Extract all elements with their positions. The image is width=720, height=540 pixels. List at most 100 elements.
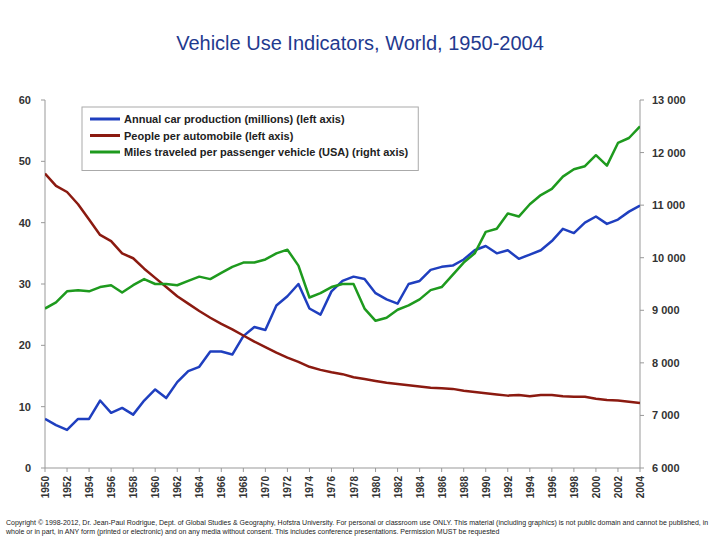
x-tick <box>155 468 156 472</box>
y2-tick-label: 6 000 <box>652 462 680 474</box>
y2-tick-label: 13 000 <box>652 94 686 106</box>
y2-tick <box>640 468 644 469</box>
x-tick <box>617 468 618 472</box>
x-tick-label: 1982 <box>393 476 404 499</box>
x-tick-label: 1980 <box>371 476 382 499</box>
x-tick-label: 1994 <box>525 476 536 499</box>
x-tick <box>177 468 178 472</box>
x-tick-label: 1958 <box>128 476 139 499</box>
y-tick-label: 30 <box>19 278 31 290</box>
legend-swatch <box>90 134 120 137</box>
x-axis-line <box>45 468 640 469</box>
x-tick <box>287 468 288 472</box>
x-tick-label: 2000 <box>591 476 602 499</box>
x-tick <box>331 468 332 472</box>
x-tick <box>463 468 464 472</box>
y2-tick-label: 7 000 <box>652 409 680 421</box>
y-tick <box>41 468 45 469</box>
x-tick <box>243 468 244 472</box>
x-tick-label: 2002 <box>613 476 624 499</box>
x-tick <box>485 468 486 472</box>
x-tick-label: 1990 <box>481 476 492 499</box>
x-tick-label: 1974 <box>304 476 315 499</box>
legend: Annual car production (millions) (left a… <box>82 107 418 171</box>
x-tick <box>111 468 112 472</box>
chart-title: Vehicle Use Indicators, World, 1950-2004 <box>176 32 544 54</box>
chart-page: Vehicle Use Indicators, World, 1950-2004… <box>0 0 720 540</box>
y2-tick <box>640 310 644 311</box>
x-tick <box>375 468 376 472</box>
x-tick <box>309 468 310 472</box>
footnote: Copyright © 1998-2012, Dr. Jean-Paul Rod… <box>6 518 714 536</box>
x-tick-label: 1978 <box>349 476 360 499</box>
x-tick-label: 1966 <box>216 476 227 499</box>
legend-label: Annual car production (millions) (left a… <box>124 113 345 125</box>
x-tick-label: 1986 <box>437 476 448 499</box>
x-tick <box>265 468 266 472</box>
y-tick-label: 20 <box>19 339 31 351</box>
x-tick <box>595 468 596 472</box>
series-line <box>45 174 640 403</box>
x-tick-label: 1998 <box>569 476 580 499</box>
series-line <box>45 205 640 429</box>
x-tick <box>397 468 398 472</box>
y2-tick-label: 11 000 <box>652 199 685 211</box>
x-tick <box>221 468 222 472</box>
x-tick-label: 1960 <box>150 476 161 499</box>
y2-tick <box>640 257 644 258</box>
x-tick <box>199 468 200 472</box>
legend-label: Miles traveled per passenger vehicle (US… <box>124 146 409 158</box>
y2-tick <box>640 415 644 416</box>
y2-tick-label: 10 000 <box>652 252 686 264</box>
x-tick-label: 2004 <box>635 476 646 499</box>
x-tick-label: 1962 <box>172 476 183 499</box>
y2-tick <box>640 152 644 153</box>
x-tick <box>67 468 68 472</box>
x-tick-label: 1976 <box>326 476 337 499</box>
legend-box <box>82 107 418 171</box>
x-tick-label: 1956 <box>106 476 117 499</box>
legend-label: People per automobile (left axis) <box>124 130 294 142</box>
x-tick-label: 1954 <box>84 476 95 499</box>
y-tick <box>41 161 45 162</box>
y2-tick <box>640 205 644 206</box>
x-tick-label: 1950 <box>40 476 51 499</box>
x-tick <box>573 468 574 472</box>
y2-tick <box>640 362 644 363</box>
y2-tick-label: 9 000 <box>652 304 680 316</box>
x-tick-label: 1968 <box>238 476 249 499</box>
y-tick <box>41 284 45 285</box>
y2-axis-line <box>640 100 641 468</box>
plot-area <box>45 126 640 430</box>
x-tick-label: 1988 <box>459 476 470 499</box>
legend-swatch <box>90 118 120 121</box>
y-tick-label: 10 <box>19 401 31 413</box>
x-tick <box>133 468 134 472</box>
x-tick <box>419 468 420 472</box>
x-tick <box>89 468 90 472</box>
y-tick <box>41 222 45 223</box>
x-tick <box>640 468 641 472</box>
x-tick <box>441 468 442 472</box>
y-tick-label: 0 <box>25 462 31 474</box>
x-tick-label: 1964 <box>194 476 205 499</box>
x-tick-label: 1952 <box>62 476 73 499</box>
x-tick <box>507 468 508 472</box>
series-line <box>45 126 640 320</box>
x-tick-label: 1996 <box>547 476 558 499</box>
legend-swatch <box>90 151 120 154</box>
x-tick <box>45 468 46 472</box>
y-tick <box>41 100 45 101</box>
x-tick-label: 1970 <box>260 476 271 499</box>
x-tick-label: 1972 <box>282 476 293 499</box>
x-tick <box>353 468 354 472</box>
y2-tick-label: 12 000 <box>652 147 686 159</box>
x-tick-label: 1992 <box>503 476 514 499</box>
x-tick <box>529 468 530 472</box>
y2-tick <box>640 100 644 101</box>
x-tick <box>551 468 552 472</box>
y-tick <box>41 406 45 407</box>
y2-tick-label: 8 000 <box>652 357 680 369</box>
y-tick-label: 40 <box>19 217 31 229</box>
y-tick-label: 50 <box>19 155 31 167</box>
